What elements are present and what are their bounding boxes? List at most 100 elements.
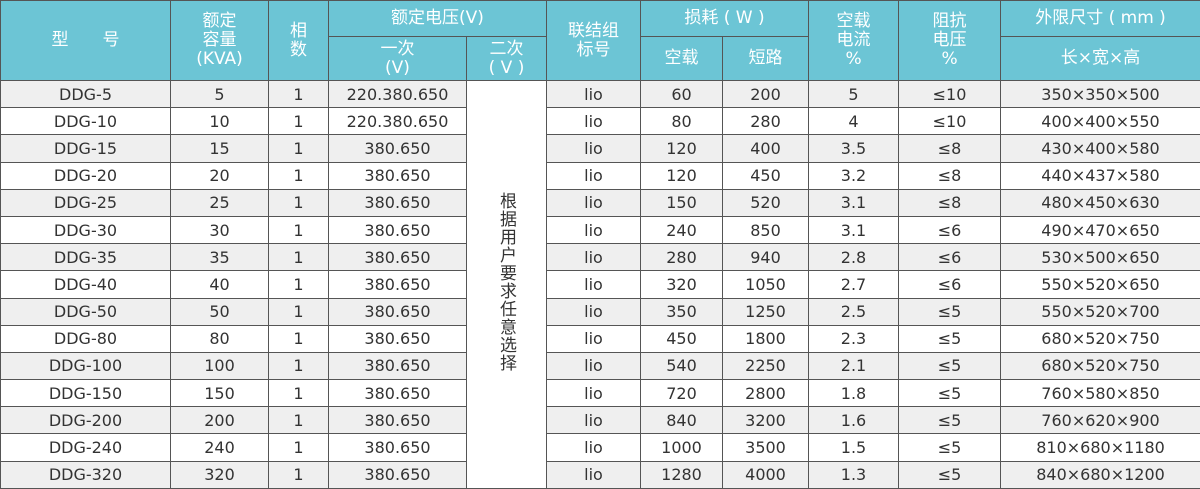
cell-no-load-current: 2.7 bbox=[809, 271, 899, 298]
cell-impedance-voltage: ≤10 bbox=[899, 108, 1001, 135]
cell-impedance-voltage: ≤5 bbox=[899, 434, 1001, 461]
cell-no-load-loss: 1000 bbox=[641, 434, 723, 461]
cell-phase: 1 bbox=[269, 407, 329, 434]
cell-primary-voltage: 380.650 bbox=[329, 434, 467, 461]
cell-impedance-voltage: ≤6 bbox=[899, 271, 1001, 298]
cell-no-load-current: 4 bbox=[809, 108, 899, 135]
cell-short-circuit-loss: 1050 bbox=[723, 271, 809, 298]
cell-model: DDG-150 bbox=[1, 380, 171, 407]
cell-phase: 1 bbox=[269, 108, 329, 135]
cell-capacity: 35 bbox=[171, 244, 269, 271]
cell-connection-group: lio bbox=[547, 162, 641, 189]
header-dimensions: 外限尺寸 ( mm ) bbox=[1001, 1, 1200, 37]
cell-capacity: 40 bbox=[171, 271, 269, 298]
cell-model: DDG-20 bbox=[1, 162, 171, 189]
cell-dimensions: 400×400×550 bbox=[1001, 108, 1200, 135]
cell-primary-voltage: 380.650 bbox=[329, 162, 467, 189]
cell-capacity: 5 bbox=[171, 81, 269, 108]
cell-phase: 1 bbox=[269, 380, 329, 407]
cell-short-circuit-loss: 450 bbox=[723, 162, 809, 189]
cell-model: DDG-80 bbox=[1, 325, 171, 352]
cell-model: DDG-35 bbox=[1, 244, 171, 271]
cell-dimensions: 760×620×900 bbox=[1001, 407, 1200, 434]
header-no-load-current: 空载 电流 % bbox=[809, 1, 899, 81]
cell-primary-voltage: 380.650 bbox=[329, 325, 467, 352]
header-loss: 损耗 ( W ) bbox=[641, 1, 809, 37]
cell-short-circuit-loss: 3200 bbox=[723, 407, 809, 434]
header-secondary: 二次 ( V ) bbox=[467, 37, 547, 81]
cell-dimensions: 550×520×700 bbox=[1001, 298, 1200, 325]
cell-short-circuit-loss: 520 bbox=[723, 189, 809, 216]
cell-impedance-voltage: ≤10 bbox=[899, 81, 1001, 108]
header-capacity: 额定 容量 (KVA) bbox=[171, 1, 269, 81]
cell-primary-voltage: 380.650 bbox=[329, 298, 467, 325]
cell-no-load-current: 2.1 bbox=[809, 352, 899, 379]
cell-dimensions: 840×680×1200 bbox=[1001, 461, 1200, 488]
cell-no-load-current: 5 bbox=[809, 81, 899, 108]
cell-no-load-current: 2.3 bbox=[809, 325, 899, 352]
cell-primary-voltage: 380.650 bbox=[329, 135, 467, 162]
cell-primary-voltage: 380.650 bbox=[329, 352, 467, 379]
cell-no-load-current: 3.1 bbox=[809, 189, 899, 216]
cell-short-circuit-loss: 850 bbox=[723, 216, 809, 243]
cell-phase: 1 bbox=[269, 271, 329, 298]
cell-phase: 1 bbox=[269, 216, 329, 243]
cell-primary-voltage: 380.650 bbox=[329, 407, 467, 434]
cell-model: DDG-5 bbox=[1, 81, 171, 108]
cell-model: DDG-240 bbox=[1, 434, 171, 461]
cell-no-load-loss: 450 bbox=[641, 325, 723, 352]
cell-primary-voltage: 380.650 bbox=[329, 461, 467, 488]
secondary-voltage-note: 根据用户要求任意选择 bbox=[494, 192, 519, 372]
cell-model: DDG-320 bbox=[1, 461, 171, 488]
cell-connection-group: lio bbox=[547, 81, 641, 108]
cell-connection-group: lio bbox=[547, 271, 641, 298]
cell-no-load-loss: 540 bbox=[641, 352, 723, 379]
cell-dimensions: 440×437×580 bbox=[1001, 162, 1200, 189]
header-dimensions-sub: 长×宽×高 bbox=[1001, 37, 1200, 81]
cell-primary-voltage: 380.650 bbox=[329, 244, 467, 271]
cell-phase: 1 bbox=[269, 135, 329, 162]
cell-connection-group: lio bbox=[547, 352, 641, 379]
cell-no-load-current: 2.5 bbox=[809, 298, 899, 325]
cell-connection-group: lio bbox=[547, 434, 641, 461]
cell-model: DDG-30 bbox=[1, 216, 171, 243]
cell-capacity: 80 bbox=[171, 325, 269, 352]
cell-short-circuit-loss: 2250 bbox=[723, 352, 809, 379]
cell-connection-group: lio bbox=[547, 135, 641, 162]
cell-no-load-current: 3.5 bbox=[809, 135, 899, 162]
cell-no-load-current: 2.8 bbox=[809, 244, 899, 271]
cell-phase: 1 bbox=[269, 162, 329, 189]
cell-model: DDG-15 bbox=[1, 135, 171, 162]
cell-no-load-loss: 60 bbox=[641, 81, 723, 108]
cell-dimensions: 680×520×750 bbox=[1001, 352, 1200, 379]
cell-phase: 1 bbox=[269, 81, 329, 108]
cell-dimensions: 530×500×650 bbox=[1001, 244, 1200, 271]
header-connection: 联结组 标号 bbox=[547, 1, 641, 81]
cell-no-load-loss: 80 bbox=[641, 108, 723, 135]
cell-no-load-current: 1.3 bbox=[809, 461, 899, 488]
cell-no-load-loss: 320 bbox=[641, 271, 723, 298]
cell-short-circuit-loss: 1800 bbox=[723, 325, 809, 352]
cell-model: DDG-25 bbox=[1, 189, 171, 216]
cell-phase: 1 bbox=[269, 298, 329, 325]
cell-dimensions: 810×680×1180 bbox=[1001, 434, 1200, 461]
header-model: 型 号 bbox=[1, 1, 171, 81]
cell-no-load-loss: 1280 bbox=[641, 461, 723, 488]
cell-phase: 1 bbox=[269, 189, 329, 216]
cell-capacity: 200 bbox=[171, 407, 269, 434]
cell-capacity: 150 bbox=[171, 380, 269, 407]
cell-no-load-loss: 840 bbox=[641, 407, 723, 434]
cell-short-circuit-loss: 4000 bbox=[723, 461, 809, 488]
header-phase: 相 数 bbox=[269, 1, 329, 81]
cell-impedance-voltage: ≤8 bbox=[899, 135, 1001, 162]
cell-connection-group: lio bbox=[547, 298, 641, 325]
